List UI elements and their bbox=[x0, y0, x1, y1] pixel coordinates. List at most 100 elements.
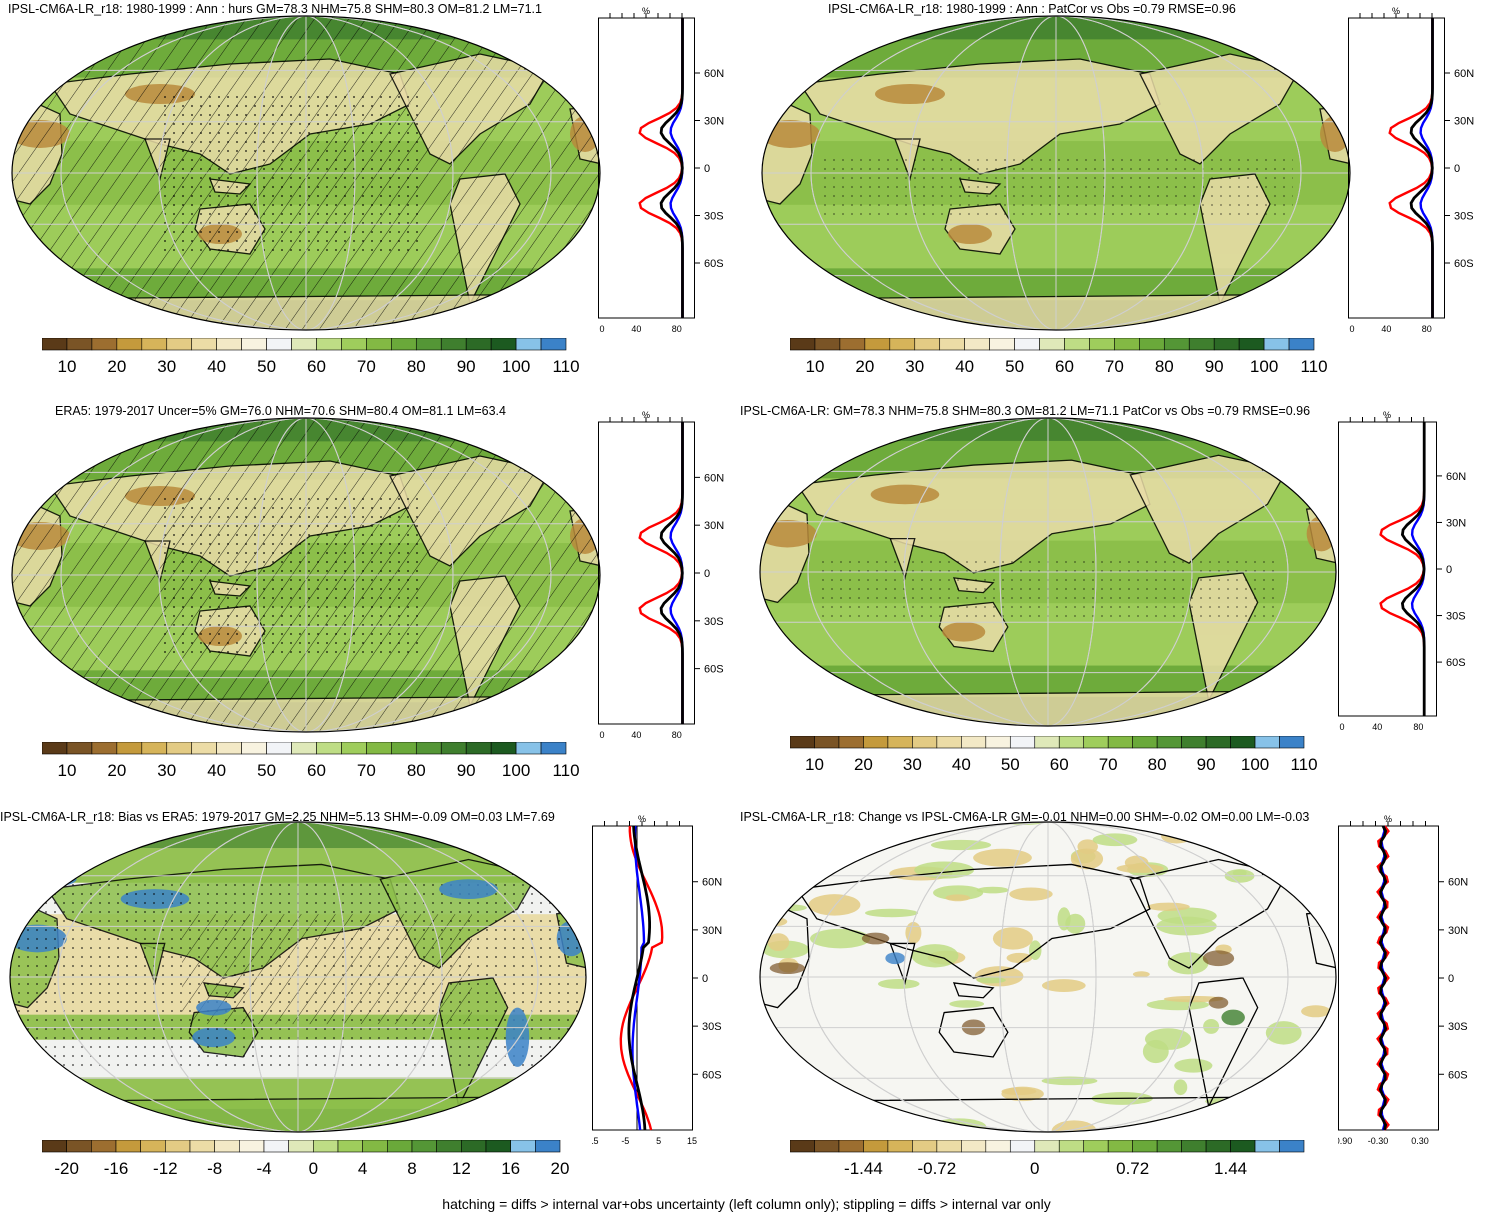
latitude-label: 30S bbox=[1448, 1021, 1468, 1033]
profile-x-tick: -0.90 bbox=[1338, 1136, 1352, 1144]
colorbar-tick-label: 20 bbox=[551, 1159, 570, 1178]
colorbar-tick-label: 70 bbox=[1105, 357, 1124, 376]
colorbar-tick-label: 90 bbox=[457, 357, 476, 376]
colorbar-tick-label: 50 bbox=[257, 357, 276, 376]
panel-title: IPSL-CM6A-LR_r18: 1980-1999 : Ann : hurs… bbox=[8, 2, 542, 16]
profile-line-black bbox=[659, 18, 684, 318]
profile-line-black bbox=[1409, 18, 1434, 318]
profile-x-tick: 80 bbox=[1422, 324, 1432, 332]
latitude-label: 60N bbox=[704, 472, 724, 484]
latitude-label: 60N bbox=[1448, 877, 1468, 889]
colorbar-tick-label: 110 bbox=[1290, 755, 1317, 774]
colorbar-tick-label: 100 bbox=[502, 357, 530, 376]
profile-unit: % bbox=[642, 6, 650, 16]
panel-title: IPSL-CM6A-LR_r18: Bias vs ERA5: 1979-201… bbox=[0, 810, 555, 824]
colorbar-tick-label: 10 bbox=[805, 357, 824, 376]
latitude-label: 0 bbox=[704, 568, 710, 580]
colorbar: 10 20 30 40 50 60 70 80 90 100 110 bbox=[42, 742, 580, 780]
zonal-mean-profile: % 60N 30N 0 30S 60S 0 40 80 bbox=[598, 410, 724, 738]
latitude-label: 0 bbox=[1448, 973, 1454, 985]
profile-unit: % bbox=[638, 814, 646, 824]
panel-title: ERA5: 1979-2017 Uncer=5% GM=76.0 NHM=70.… bbox=[55, 404, 506, 418]
profile-x-tick: 80 bbox=[672, 730, 682, 738]
colorbar-tick-label: -16 bbox=[104, 1159, 129, 1178]
latitude-label: 0 bbox=[1446, 564, 1452, 576]
colorbar-tick-label: 40 bbox=[952, 755, 971, 774]
latitude-label: 60S bbox=[1454, 258, 1474, 270]
profile-x-tick: -15 bbox=[592, 1136, 599, 1144]
continent-outline bbox=[952, 982, 995, 999]
colorbar-tick-label: 60 bbox=[1050, 755, 1069, 774]
profile-x-tick: 5 bbox=[656, 1136, 661, 1144]
robinson-map bbox=[761, 15, 1351, 331]
profile-line-blue bbox=[1410, 422, 1426, 716]
colorbar-tick-label: 0 bbox=[1030, 1159, 1039, 1178]
profile-x-tick: 0 bbox=[599, 324, 604, 332]
colorbar-tick-label: 60 bbox=[307, 357, 326, 376]
profile-x-tick: 80 bbox=[672, 324, 682, 332]
colorbar-tick-label: 10 bbox=[57, 357, 76, 376]
colorbar-tick-label: 4 bbox=[358, 1159, 367, 1178]
latitude-label: 30N bbox=[702, 925, 722, 937]
colorbar-tick-label: 20 bbox=[107, 761, 126, 780]
latitude-label: 30N bbox=[1454, 116, 1474, 128]
profile-x-tick: 0.30 bbox=[1411, 1136, 1429, 1144]
colorbar-tick-label: 50 bbox=[1001, 755, 1020, 774]
colorbar-tick-label: 20 bbox=[855, 357, 874, 376]
profile-x-tick: 0 bbox=[599, 730, 604, 738]
continent-outline bbox=[514, 28, 561, 70]
continent-outline bbox=[1139, 53, 1302, 165]
latitude-label: 0 bbox=[704, 163, 710, 175]
profile-line-blue bbox=[669, 422, 684, 724]
latitude-label: 30N bbox=[1446, 517, 1466, 529]
latitude-label: 60S bbox=[704, 664, 724, 676]
latitude-label: 60S bbox=[702, 1069, 722, 1081]
colorbar-tick-label: 30 bbox=[157, 357, 176, 376]
profile-line-black bbox=[1378, 825, 1388, 1131]
colorbar-tick-label: 0 bbox=[309, 1159, 318, 1178]
zonal-mean-profile: % 60N 30N 0 30S 60S -15 -5 5 15 bbox=[592, 814, 722, 1144]
colorbar-tick-label: 80 bbox=[407, 357, 426, 376]
profile-x-tick: 40 bbox=[631, 324, 641, 332]
colorbar-tick-label: 10 bbox=[805, 755, 824, 774]
colorbar-tick-label: 10 bbox=[57, 761, 76, 780]
profile-x-tick: 80 bbox=[1413, 722, 1423, 730]
latitude-label: 60S bbox=[1448, 1069, 1468, 1081]
latitude-label: 30N bbox=[1448, 925, 1468, 937]
zonal-mean-profile: % 60N 30N 0 30S 60S -0.90 -0.30 0.30 bbox=[1338, 814, 1468, 1144]
colorbar-tick-label: 80 bbox=[407, 761, 426, 780]
robinson-map bbox=[759, 417, 1337, 727]
profile-x-tick: -0.30 bbox=[1368, 1136, 1389, 1144]
panel-title: IPSL-CM6A-LR: GM=78.3 NHM=75.8 SHM=80.3 … bbox=[740, 404, 1311, 418]
continent-outline bbox=[938, 1006, 1009, 1058]
colorbar-tick-label: 40 bbox=[207, 357, 226, 376]
colorbar-tick-label: 50 bbox=[1005, 357, 1024, 376]
colorbar-tick-label: 100 bbox=[502, 761, 530, 780]
colorbar-tick-label: -20 bbox=[54, 1159, 79, 1178]
latitude-label: 0 bbox=[1454, 163, 1460, 175]
continent-outline bbox=[1264, 28, 1311, 70]
colorbar-tick-label: 70 bbox=[357, 761, 376, 780]
colorbar-tick-label: 80 bbox=[1148, 755, 1167, 774]
latitude-label: 60S bbox=[704, 258, 724, 270]
profile-x-tick: -5 bbox=[621, 1136, 629, 1144]
colorbar-tick-label: 100 bbox=[1250, 357, 1278, 376]
colorbar-tick-label: 12 bbox=[452, 1159, 471, 1178]
panel-title: IPSL-CM6A-LR_r18: Change vs IPSL-CM6A-LR… bbox=[740, 810, 1310, 824]
latitude-label: 30S bbox=[702, 1021, 722, 1033]
colorbar-tick-label: 40 bbox=[955, 357, 974, 376]
profile-line-red bbox=[1379, 422, 1426, 716]
colorbar-tick-label: 60 bbox=[307, 761, 326, 780]
continent-outline bbox=[1129, 858, 1289, 969]
continent-outline bbox=[514, 430, 561, 472]
latitude-label: 30S bbox=[1454, 211, 1474, 223]
colorbar-tick-label: 100 bbox=[1241, 755, 1269, 774]
robinson-map bbox=[11, 417, 601, 733]
colorbar-tick-label: 0.72 bbox=[1116, 1159, 1149, 1178]
colorbar-tick-label: 30 bbox=[157, 761, 176, 780]
colorbar-tick-label: 110 bbox=[1300, 357, 1327, 376]
profile-line-red bbox=[1388, 18, 1434, 318]
colorbar-tick-label: 8 bbox=[407, 1159, 416, 1178]
zonal-mean-profile: % 60N 30N 0 30S 60S 0 40 80 bbox=[598, 6, 724, 332]
continent-outline bbox=[760, 1095, 1336, 1132]
